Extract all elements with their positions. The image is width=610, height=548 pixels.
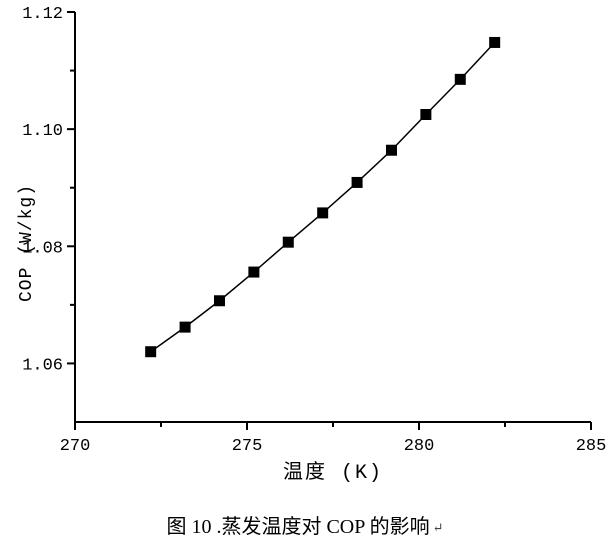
x-tick-label: 285 (576, 437, 607, 456)
paragraph-return-icon: ↵ (432, 520, 444, 535)
data-point-marker (179, 321, 191, 333)
data-point-marker (145, 346, 157, 358)
data-point-marker (489, 36, 501, 48)
data-point-marker (213, 295, 225, 307)
data-line (150, 41, 496, 353)
y-tick-label: 1.06 (22, 356, 63, 375)
y-tick-label: 1.12 (22, 5, 63, 24)
figure-caption: 图 10 .蒸发温度对 COP 的影响 ↵ (0, 510, 610, 539)
x-tick-label: 275 (232, 437, 263, 456)
chart-canvas: 1.06 1.08 1.10 1.12 270 275 280 285 (22, 5, 607, 456)
x-tick-label: 270 (60, 437, 91, 456)
x-axis-label: 温度 (K) (282, 462, 383, 485)
y-tick-label: 1.08 (22, 239, 63, 258)
data-point-marker (317, 207, 329, 219)
data-point-marker (282, 236, 294, 248)
x-tick-label: 280 (404, 437, 435, 456)
caption-text: 图 10 .蒸发温度对 COP 的影响 (166, 516, 430, 538)
data-point-marker (351, 176, 363, 188)
data-point-marker (385, 144, 397, 156)
data-point-marker (248, 266, 260, 278)
y-axis-label: COP (W/kg) (17, 183, 37, 303)
y-tick-label: 1.10 (22, 122, 63, 141)
data-point-marker (454, 73, 466, 85)
data-point-marker (420, 109, 432, 120)
